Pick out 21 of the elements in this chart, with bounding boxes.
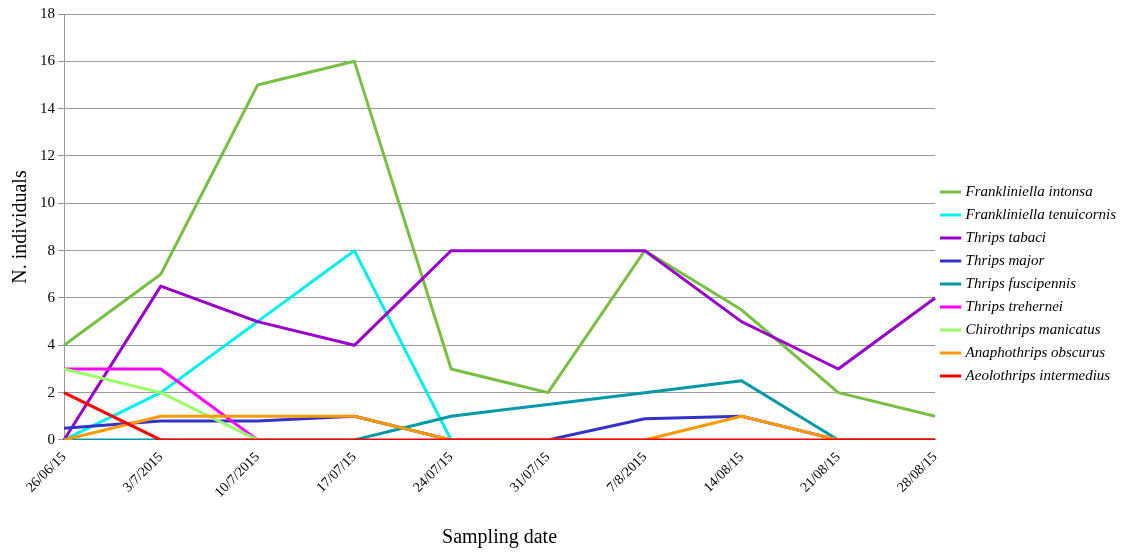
y-tick-label: 6	[47, 288, 56, 305]
y-tick-label: 18	[40, 4, 55, 21]
legend-label: Thrips trehernei	[965, 297, 1063, 314]
y-axis-title: N. individuals	[8, 170, 31, 284]
legend-label: Anaphothrips obscurus	[964, 343, 1106, 360]
legend-label: Frankliniella tenuicornis	[964, 205, 1117, 222]
y-tick-label: 0	[47, 430, 55, 447]
y-tick-label: 16	[40, 52, 56, 69]
legend-label: Frankliniella intonsa	[964, 182, 1093, 199]
legend-label: Thrips tabaci	[965, 228, 1047, 245]
legend-label: Aeolothrips intermedius	[964, 366, 1111, 383]
y-tick-label: 12	[40, 146, 55, 163]
y-tick-label: 10	[40, 194, 55, 211]
y-tick-label: 14	[40, 99, 56, 116]
legend-label: Thrips major	[965, 251, 1045, 268]
y-tick-label: 8	[47, 241, 55, 258]
y-tick-label: 4	[47, 336, 56, 353]
legend-label: Chirothrips manicatus	[965, 320, 1101, 337]
x-axis-title: Sampling date	[442, 525, 558, 549]
y-tick-label: 2	[47, 383, 55, 400]
legend-label: Thrips fuscipennis	[965, 274, 1077, 291]
